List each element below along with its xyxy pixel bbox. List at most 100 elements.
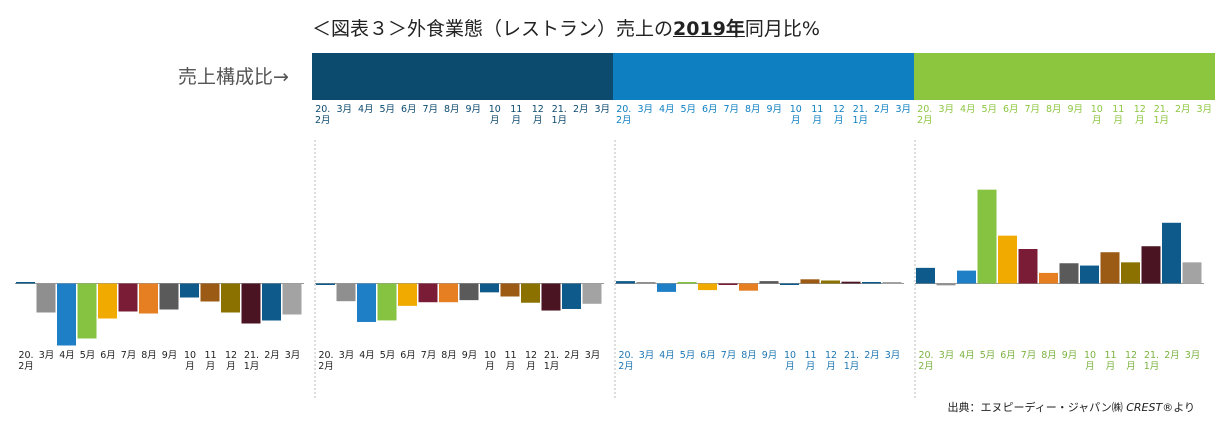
bar — [916, 267, 935, 284]
bar — [282, 283, 302, 315]
bar — [636, 282, 656, 284]
month-tick-label: 3月 — [585, 350, 601, 361]
month-tick-label: 12 月 — [825, 350, 837, 372]
bar — [1018, 249, 1038, 284]
month-tick-label: 20. 2月 — [918, 350, 934, 372]
bar — [200, 283, 220, 302]
composition-month-label: 5月 — [379, 104, 395, 115]
bar — [841, 281, 861, 284]
bar — [759, 281, 779, 284]
composition-month-label: 6月 — [702, 104, 718, 115]
month-tick-label: 8月 — [741, 350, 757, 361]
composition-band-delivery — [914, 53, 1215, 100]
bar — [698, 283, 717, 291]
month-tick-label: 5月 — [80, 350, 96, 361]
month-tick-label: 12 月 — [525, 350, 537, 372]
composition-month-label: 9月 — [766, 104, 782, 115]
bar — [800, 279, 820, 284]
composition-month-label: 10 月 — [790, 104, 802, 126]
bar — [562, 283, 581, 309]
composition-month-label: 3月 — [637, 104, 653, 115]
bar — [582, 283, 602, 304]
composition-band-eat-in — [312, 53, 613, 100]
month-tick-label: 8月 — [141, 350, 157, 361]
composition-label: 売上構成比→ — [178, 66, 289, 88]
month-tick-label: 5月 — [380, 350, 396, 361]
bar — [459, 283, 479, 301]
month-tick-label: 4月 — [659, 350, 675, 361]
bar — [316, 283, 335, 285]
month-tick-label: 10 月 — [1084, 350, 1096, 372]
composition-month-label: 9月 — [465, 104, 481, 115]
composition-month-label: 11 月 — [811, 104, 823, 126]
composition-month-label: 7月 — [723, 104, 739, 115]
composition-month-label: 3月 — [336, 104, 352, 115]
month-tick-label: 2月 — [564, 350, 580, 361]
bar — [821, 280, 840, 284]
bar — [16, 282, 35, 284]
month-tick-label: 10 月 — [484, 350, 496, 372]
month-tick-label: 7月 — [1021, 350, 1037, 361]
bar — [780, 283, 799, 285]
source-note: 出典：エヌピーディー・ジャパン㈱ CREST®より — [947, 401, 1196, 414]
month-tick-label: 12 月 — [1125, 350, 1137, 372]
bar — [862, 282, 881, 284]
bar — [439, 283, 458, 303]
month-tick-label: 7月 — [121, 350, 137, 361]
composition-month-label: 5月 — [981, 104, 997, 115]
month-tick-label: 20. 2月 — [618, 350, 634, 372]
composition-month-label: 11 月 — [1112, 104, 1124, 126]
composition-month-label: 3月 — [1196, 104, 1212, 115]
composition-month-label: 5月 — [680, 104, 696, 115]
bar — [1100, 252, 1120, 284]
bar — [718, 283, 738, 285]
month-tick-label: 3月 — [885, 350, 901, 361]
bar — [998, 235, 1017, 284]
bar — [882, 282, 902, 284]
month-tick-label: 2月 — [864, 350, 880, 361]
composition-month-label: 2月 — [573, 104, 589, 115]
composition-month-label: 4月 — [659, 104, 675, 115]
month-tick-label: 6月 — [100, 350, 116, 361]
bar — [521, 283, 540, 303]
bar — [57, 283, 76, 346]
month-tick-label: 3月 — [339, 350, 355, 361]
bar — [1182, 262, 1202, 284]
bar — [1039, 272, 1058, 284]
bar — [616, 281, 635, 284]
month-tick-label: 7月 — [421, 350, 437, 361]
composition-month-label: 21. 1月 — [852, 104, 868, 126]
month-tick-label: 8月 — [441, 350, 457, 361]
month-tick-label: 10 月 — [784, 350, 796, 372]
month-tick-label: 3月 — [39, 350, 55, 361]
bar — [1080, 265, 1099, 284]
bar — [36, 283, 56, 313]
composition-month-label: 6月 — [401, 104, 417, 115]
bar — [480, 283, 499, 293]
bar — [336, 283, 356, 302]
composition-month-label: 20. 2月 — [616, 104, 632, 126]
composition-month-label: 9月 — [1067, 104, 1083, 115]
bar — [418, 283, 438, 303]
bar — [1141, 246, 1161, 284]
month-tick-label: 10 月 — [184, 350, 196, 372]
composition-month-label: 12 月 — [1134, 104, 1146, 126]
composition-month-label: 20. 2月 — [315, 104, 331, 126]
bar — [357, 283, 376, 322]
bar — [1059, 263, 1079, 284]
month-tick-label: 12 月 — [225, 350, 237, 372]
composition-month-label: 21. 1月 — [1153, 104, 1169, 126]
month-tick-label: 9月 — [462, 350, 478, 361]
month-tick-label: 21. 1月 — [244, 350, 260, 372]
bar — [159, 283, 179, 310]
composition-month-label: 10 月 — [489, 104, 501, 126]
month-tick-label: 20. 2月 — [318, 350, 334, 372]
composition-month-label: 12 月 — [532, 104, 544, 126]
composition-month-label: 4月 — [358, 104, 374, 115]
month-tick-label: 4月 — [959, 350, 975, 361]
month-tick-label: 9月 — [162, 350, 178, 361]
bar — [118, 283, 138, 312]
bar — [139, 283, 158, 314]
composition-month-label: 12 月 — [833, 104, 845, 126]
composition-month-label: 8月 — [745, 104, 761, 115]
